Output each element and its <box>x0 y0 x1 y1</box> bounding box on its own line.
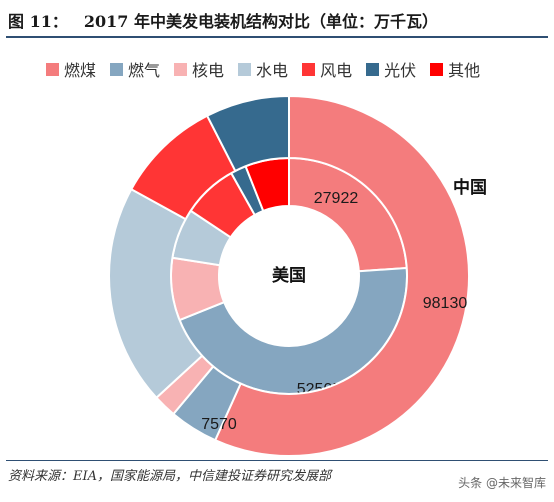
figure-number: 图 11： <box>8 12 68 31</box>
legend-label: 燃煤 <box>64 61 97 80</box>
legend-swatch <box>46 62 59 76</box>
source-note: 资料来源：EIA，国家能源局，中信建投证券研究发展部 <box>8 469 332 484</box>
chart-legend: 燃煤 燃气 核电 水电 风电 光伏 其他 <box>46 56 480 82</box>
legend-item: 水电 <box>238 57 288 81</box>
legend-swatch <box>366 62 380 76</box>
legend-item: 光伏 <box>366 57 416 81</box>
legend-label: 燃气 <box>128 61 161 80</box>
legend-swatch <box>430 62 444 76</box>
legend-item: 燃煤 <box>46 57 96 81</box>
legend-swatch <box>110 62 124 76</box>
watermark: 头条 @未来智库 <box>458 474 546 491</box>
legend-swatch <box>302 62 316 76</box>
legend-label: 风电 <box>320 61 353 80</box>
outer-data-label: 7570 <box>201 416 237 433</box>
legend-item: 燃气 <box>110 57 160 81</box>
legend-item: 其他 <box>430 57 480 81</box>
legend-item: 核电 <box>174 57 224 81</box>
outer-ring-name: 中国 <box>453 177 487 198</box>
legend-label: 其他 <box>448 61 481 80</box>
legend-label: 光伏 <box>384 61 417 80</box>
footer-divider <box>6 460 548 461</box>
outer-ring-slice-1 <box>213 94 470 457</box>
outer-data-label: 98130 <box>423 295 468 312</box>
inner-data-label: 27922 <box>314 190 359 207</box>
legend-item: 风电 <box>302 57 352 81</box>
watermark-text: 头条 @未来智库 <box>458 476 546 490</box>
legend-label: 核电 <box>192 61 225 80</box>
figure-title-row: 图 11： 2017 年中美发电装机结构对比（单位：万千瓦） <box>8 6 546 34</box>
title-divider <box>6 36 548 38</box>
legend-swatch <box>174 62 188 76</box>
outer-ring-slice-6 <box>205 94 290 173</box>
legend-label: 水电 <box>256 61 289 80</box>
legend-swatch <box>238 62 252 76</box>
inner-ring-name: 美国 <box>272 265 306 286</box>
chart-title: 2017 年中美发电装机结构对比（单位：万千瓦） <box>83 12 438 31</box>
